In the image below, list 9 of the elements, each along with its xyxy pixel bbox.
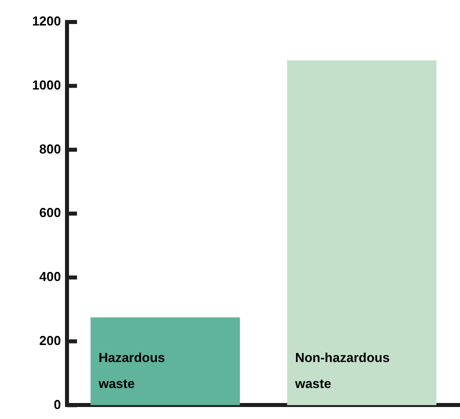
y-tick-label: 0 — [54, 396, 61, 412]
x-tick-label: Non-hazardous waste — [294, 350, 390, 392]
x-tick-label: Hazardous waste — [98, 350, 166, 392]
y-tick-label: 400 — [39, 269, 61, 284]
y-tick-label: 600 — [39, 205, 61, 220]
y-tick-label: 1200 — [32, 14, 61, 29]
y-tick-label: 1000 — [32, 77, 61, 92]
y-tick-label: 200 — [39, 332, 61, 348]
y-tick-label: 800 — [39, 141, 61, 156]
